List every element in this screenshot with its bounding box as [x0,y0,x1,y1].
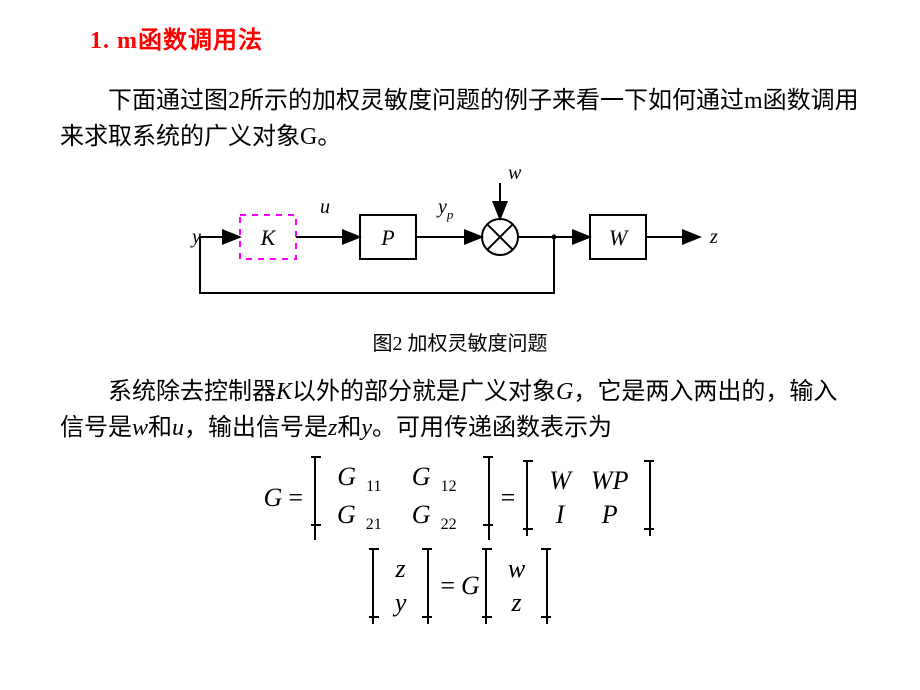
eq1-lhs: G [264,483,283,513]
matrix-WP: WWPIP [523,460,654,536]
p2-and1: 和 [148,415,172,441]
diagram-label-u: u [320,196,330,218]
equals-icon: = [440,571,455,601]
diagram-label-z: z [709,226,718,248]
equals-icon: = [288,483,303,513]
svg-text:K: K [260,225,277,250]
p2-u: u [172,415,184,441]
p2-w: w [132,415,148,441]
p2-t4: ，输出信号是 [184,415,328,441]
vector-wz: wz [482,548,551,624]
equation-1: G = G11G12G21G22 = WWPIP [30,456,890,540]
section-heading: 1. m函数调用法 [90,20,890,55]
equals-icon: = [501,483,516,513]
p2-z: z [328,415,337,441]
p2-t5: 。可用传递函数表示为 [372,415,612,441]
equation-2: zy = G wz [30,548,890,624]
math-block: G = G11G12G21G22 = WWPIP zy = G [30,456,890,624]
diagram-label-w: w [508,165,522,184]
p2-K: K [276,379,292,405]
p2-y: y [361,415,372,441]
diagram-label-y: y [190,226,201,248]
matrix-G: G11G12G21G22 [311,456,493,540]
block-diagram: K P Wy u yp w z [180,165,740,325]
figure-caption: 图2 加权灵敏度问题 [30,327,890,356]
p2-and2: 和 [337,415,361,441]
svg-text:W: W [609,225,629,250]
eq2-G: G [461,571,480,601]
p2-t2: 以外的部分就是广义对象 [292,379,556,405]
svg-text:P: P [380,225,394,250]
diagram-label-yp: yp [436,196,454,222]
para1-text: 下面通过图2所示的加权灵敏度问题的例子来看一下如何通过m函数调用来求取系统的广义… [60,88,859,150]
paragraph-1: 下面通过图2所示的加权灵敏度问题的例子来看一下如何通过m函数调用来求取系统的广义… [60,83,860,155]
p2-G: G [556,379,573,405]
vector-zy: zy [369,548,433,624]
paragraph-2: 系统除去控制器K以外的部分就是广义对象G，它是两入两出的，输入信号是w和u，输出… [60,374,860,446]
p2-t1: 系统除去控制器 [108,379,276,405]
